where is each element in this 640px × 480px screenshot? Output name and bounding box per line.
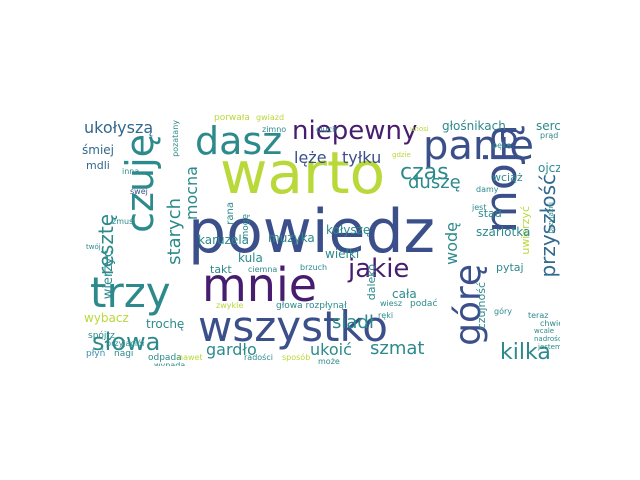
word-rana: rana — [225, 202, 236, 225]
word-wcale: wcale — [534, 327, 555, 335]
word-gory: góry — [494, 307, 512, 316]
word-odpada: odpada — [148, 353, 182, 363]
word-nawet: nawet — [178, 353, 203, 362]
word-przyjaciol: przyjaciół — [106, 339, 145, 348]
word-zwykle: zwykle — [216, 301, 244, 310]
word-jakie: jakie — [348, 254, 410, 284]
word-wybacz: wybacz — [84, 311, 129, 325]
word-czas: czas — [400, 160, 449, 185]
word-cala: cała — [392, 287, 417, 301]
word-podac: podać — [410, 299, 438, 309]
word-ojcze: ojcze — [538, 161, 560, 175]
word-mocna: mocna — [182, 166, 201, 221]
word-radosci: radości — [244, 353, 273, 362]
word-panie: panie — [423, 123, 534, 169]
word-szarlotka: szarlotka — [476, 225, 531, 239]
word-moge: mogę — [241, 214, 251, 240]
word-daleko: daleko — [365, 264, 378, 301]
word-twoj: twój — [86, 243, 101, 251]
word-troche: trochę — [146, 317, 185, 331]
word-prad: prąd — [540, 131, 559, 140]
word-ciuch: ciuch — [316, 125, 338, 134]
word-leze: lęże — [294, 148, 327, 167]
word-wode: wodę — [442, 222, 461, 265]
word-muzyka: muzyka — [268, 231, 315, 245]
word-niepewny: niepewny — [292, 116, 418, 146]
word-nagi: nagi — [114, 349, 134, 359]
word-ukolysza: ukołyszą — [84, 118, 154, 137]
word-wiesz: wiesz — [380, 299, 403, 308]
word-unosi: unosi — [410, 125, 429, 133]
word-brzuch: brzuch — [300, 263, 328, 272]
word-cloud: warto powiedz mnie wszystko moją panie d… — [80, 114, 560, 366]
word-ukoic: ukoić — [310, 340, 352, 359]
word-wciaz: wciąż — [492, 171, 523, 184]
word-kilka: kilka — [500, 340, 551, 365]
word-gwiazd: gwiazd — [256, 114, 285, 122]
word-slowa: słowa — [92, 328, 161, 356]
word-chwieje: chwieję — [540, 319, 560, 328]
word-serca: serca — [536, 119, 560, 133]
word-siadl: siadł — [332, 312, 374, 333]
word-dusze: duszę — [408, 172, 461, 193]
word-wypada: wypada — [154, 361, 186, 367]
word-gdzie: gdzie — [392, 151, 411, 159]
word-czujnosc: czujność — [475, 282, 488, 330]
word-tylku: tyłku — [342, 148, 382, 167]
word-ciemna: ciemna — [248, 265, 278, 274]
word-glosnikach: głośnikach — [442, 119, 506, 133]
word-szmat: szmat — [370, 338, 425, 359]
word-gardlo: gardło — [206, 340, 257, 359]
word-plyn: płyń — [86, 349, 106, 359]
word-kolysze: kołyszę — [326, 223, 371, 237]
word-trzy: trzy — [90, 268, 171, 317]
word-przyjazni: przyjaźni — [547, 202, 555, 234]
word-takt: takt — [210, 263, 232, 276]
word-damy: damy — [476, 185, 499, 194]
word-warto: warto — [220, 139, 386, 207]
word-peka: pęka — [492, 141, 512, 150]
word-pytaj: pytaj — [496, 261, 524, 274]
word-wierzyc: wierzyć — [101, 250, 116, 300]
word-smiej: śmiej — [82, 143, 114, 157]
word-powiedz: powiedz — [188, 197, 436, 267]
word-glowa-rozplynal: głowa rozpłynął — [276, 301, 347, 311]
word-mdli: mdli — [86, 159, 110, 172]
word-karuzela: karuzela — [198, 233, 249, 247]
word-mnie: mnie — [202, 258, 318, 312]
word-inna: inna — [122, 167, 140, 176]
word-kula: kula — [238, 251, 263, 265]
word-swej: swej — [130, 187, 148, 196]
word-wszystko: wszystko — [198, 302, 389, 351]
word-jestem: jestem — [538, 343, 560, 351]
word-wielki: wielki — [325, 247, 360, 261]
word-sposob: sposób — [282, 353, 311, 362]
word-teraz: teraz — [528, 311, 549, 320]
word-spojrz: spójrz — [88, 331, 115, 341]
word-pozatany: pozatany — [171, 120, 180, 157]
word-porwala: porwała — [214, 114, 250, 123]
word-zimno: zimno — [262, 125, 287, 134]
word-dasz: dasz — [195, 119, 283, 163]
word-jest: jest — [472, 203, 487, 212]
word-stad: stąd — [478, 207, 502, 220]
word-reki: ręki — [378, 311, 394, 320]
word-zmusi: zmusi — [112, 217, 136, 226]
word-nadrosci: nadrości — [534, 335, 560, 343]
word-moze: może — [318, 357, 340, 366]
